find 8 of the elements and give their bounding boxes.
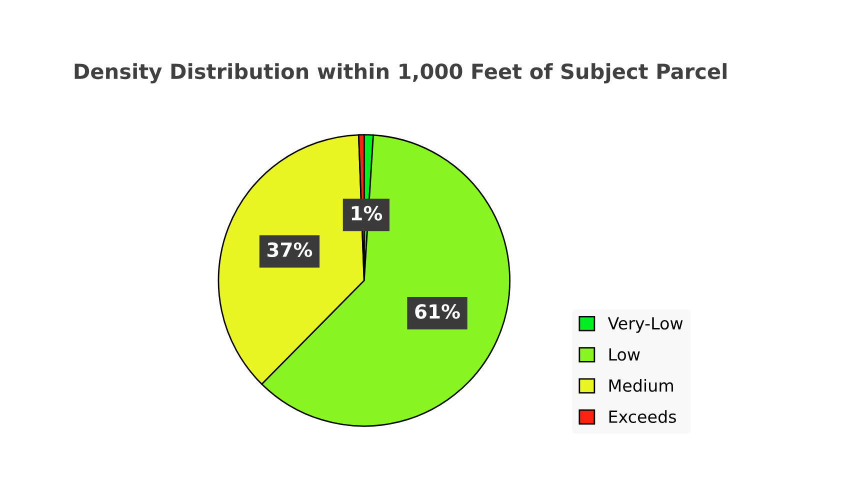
data-label: 61%	[415, 304, 460, 319]
legend-label: Low	[609, 348, 640, 361]
data-label: 37%	[268, 242, 312, 258]
legend-label: Very-Low	[608, 317, 683, 333]
data-label: 1%	[352, 206, 382, 221]
legend-label: Exceeds	[609, 410, 676, 424]
chart-title: Density Distribution within 1,000 Feet of Subject Parcel	[74, 63, 726, 84]
legend-label: Medium	[609, 378, 673, 392]
